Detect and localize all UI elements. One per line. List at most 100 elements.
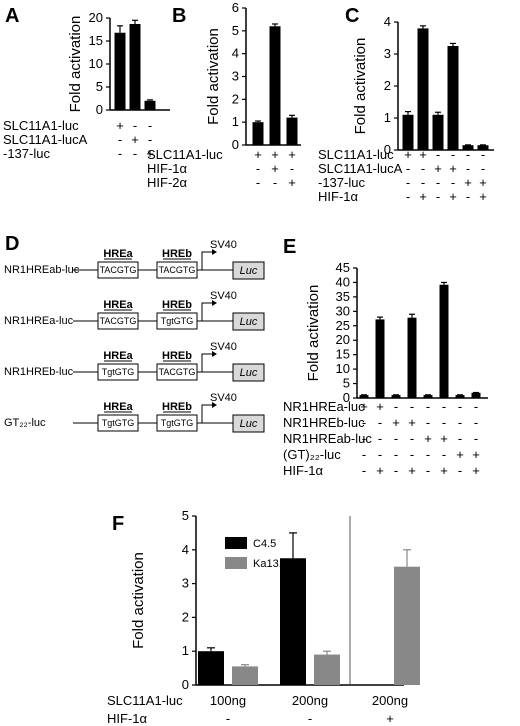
condition-sign: + (376, 399, 384, 414)
bar-ka13-5 (232, 666, 258, 685)
condition-sign: - (458, 431, 462, 446)
hre-label: HREa (103, 299, 133, 311)
condition-sign: + (434, 161, 442, 176)
condition-sign: - (362, 463, 366, 478)
promoter-arrow (201, 353, 212, 372)
y-tick-label: 5 (96, 79, 103, 94)
hre-label: HREa (103, 401, 133, 413)
y-tick-label: 0 (232, 137, 239, 152)
hre-sequence: TACGTG (159, 265, 196, 275)
condition-sign: + (116, 118, 124, 133)
condition-sign: + (456, 447, 464, 462)
condition-sign: - (378, 415, 382, 430)
construct-gt-luc: GT₂₂-luc HREa TgtGTG HREb TgtGTG SV40 Luc (4, 392, 265, 433)
luc-label: Luc (240, 265, 258, 277)
y-tick-label: 0 (384, 142, 391, 157)
condition-sign: - (410, 399, 414, 414)
y-tick-label: 15 (336, 347, 350, 362)
condition-sign: - (442, 447, 446, 462)
condition-sign: + (440, 431, 448, 446)
bar-c4-5 (280, 558, 306, 685)
condition-sign: - (133, 146, 137, 161)
condition-sign: + (254, 147, 262, 162)
panel-label-b: B (172, 5, 186, 27)
condition-sign: + (288, 147, 296, 162)
y-tick-label: 25 (336, 318, 350, 333)
bar-c4-5 (198, 651, 224, 685)
condition-sign: + (419, 147, 427, 162)
y-axis-label: Fold activation (352, 38, 369, 135)
condition-sign: - (394, 399, 398, 414)
condition-sign: - (436, 147, 440, 162)
y-tick-label: 30 (336, 303, 350, 318)
promoter-label: SV40 (210, 392, 237, 404)
condition-sign: - (273, 175, 277, 190)
y-tick-label: 0 (182, 677, 189, 692)
bar (439, 284, 449, 398)
condition-sign: - (481, 147, 485, 162)
bar (455, 395, 465, 398)
promoter-label: SV40 (210, 290, 237, 302)
condition-sign: + (376, 463, 384, 478)
condition-sign: - (466, 189, 470, 204)
y-tick-label: 3 (384, 46, 391, 61)
condition-sign: - (458, 463, 462, 478)
hre-box (97, 414, 139, 432)
bar (269, 26, 281, 146)
condition-sign: - (451, 147, 455, 162)
luc-box (232, 363, 265, 382)
y-tick-label: 1 (384, 110, 391, 125)
condition-sign: + (408, 463, 416, 478)
condition-sign: + (419, 189, 427, 204)
panel-label-a: A (5, 5, 19, 27)
condition-sign: + (464, 175, 472, 190)
arrow-head (212, 402, 217, 408)
bar (477, 145, 489, 150)
condition-sign: - (474, 431, 478, 446)
bar (432, 114, 444, 150)
condition-label: SLC11A1-luc (107, 693, 183, 708)
condition-label: -137-luc (318, 175, 365, 190)
bar (359, 395, 369, 398)
condition-sign: - (256, 175, 260, 190)
condition-sign: - (458, 415, 462, 430)
promoter-arrow (201, 404, 212, 423)
y-tick-label: 4 (384, 14, 391, 29)
construct-name: NR1HREb-luc (4, 366, 74, 378)
condition-sign: - (362, 431, 366, 446)
bar-ka13-5 (394, 566, 420, 685)
luc-box (232, 312, 265, 331)
y-axis-label: Fold activation (130, 552, 147, 649)
condition-sign: - (436, 175, 440, 190)
y-tick-label: 5 (343, 376, 350, 391)
condition-label: HIF-2α (147, 175, 188, 190)
panel-f: 0 1 2 3 4 5 Fold activation C4.5 Ka13.5 SLC11A1-l… (107, 508, 420, 726)
condition-label: HIF-1α (107, 711, 148, 726)
y-tick-label: 10 (336, 361, 350, 376)
y-tick-label: 1 (232, 114, 239, 129)
condition-sign: - (378, 431, 382, 446)
arrow-head (212, 351, 217, 357)
condition-label: HIF-1α (318, 189, 359, 204)
construct-nr1hreb-luc: NR1HREb-luc HREa TgtGTG HREb TACGTG SV40 Luc (4, 341, 265, 382)
y-axis-label: Fold activation (305, 285, 322, 382)
y-tick-label: 5 (182, 508, 189, 523)
condition-sign: + (288, 175, 296, 190)
condition-value: 100ng (210, 693, 246, 708)
bar-ka13-5 (314, 654, 340, 685)
panel-label-d: D (5, 233, 19, 255)
bar (402, 114, 414, 150)
legend-swatch (225, 557, 247, 569)
hre-sequence: TACGTG (100, 316, 137, 326)
y-tick-label: 35 (336, 289, 350, 304)
y-tick-label: 4 (182, 542, 189, 557)
bar (462, 145, 474, 150)
condition-sign: + (424, 431, 432, 446)
condition-sign: + (479, 189, 487, 204)
y-tick-label: 5 (232, 23, 239, 38)
hre-box (156, 363, 198, 381)
hre-box (97, 363, 139, 381)
panel-label-e: E (283, 236, 296, 258)
bar (129, 23, 141, 111)
